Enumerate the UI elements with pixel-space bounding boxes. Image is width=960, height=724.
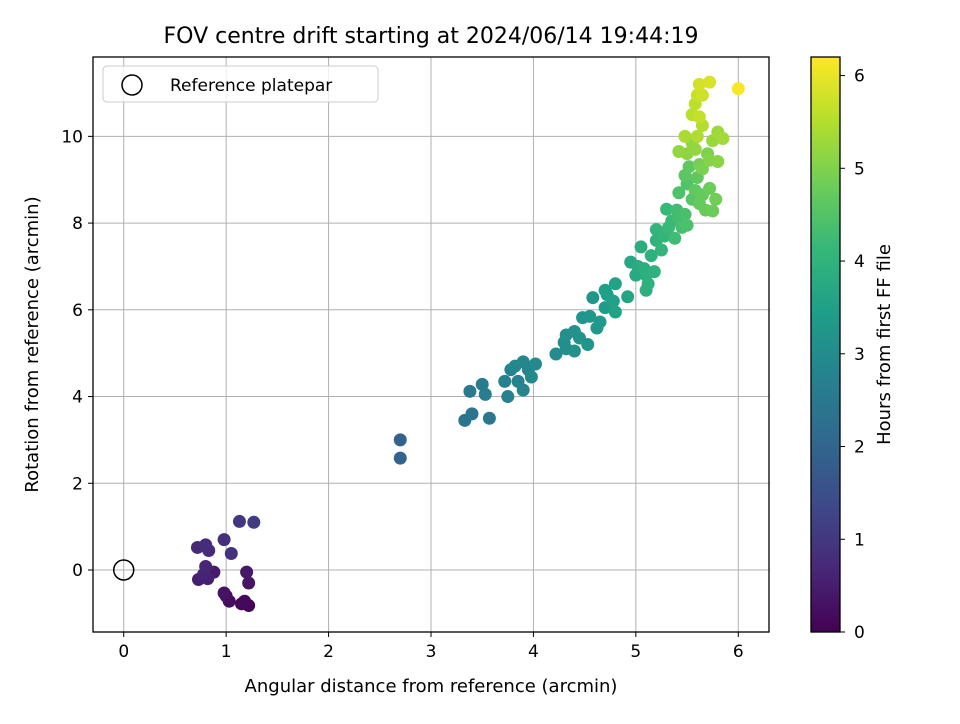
data-point xyxy=(703,181,717,195)
reference-marker-layer xyxy=(112,559,135,581)
data-point xyxy=(242,576,256,590)
data-point xyxy=(524,370,538,384)
y-axis-label: Rotation from reference (arcmin) xyxy=(22,196,43,492)
data-point xyxy=(682,160,696,174)
data-point xyxy=(621,290,635,304)
colorbar-tick-label: 2 xyxy=(854,438,865,458)
legend-box xyxy=(102,65,379,103)
data-point xyxy=(583,309,597,323)
data-point xyxy=(672,145,686,159)
colorbar-tick-label: 1 xyxy=(854,530,865,550)
data-point xyxy=(688,142,702,156)
data-point xyxy=(672,186,686,200)
data-point xyxy=(498,374,512,388)
y-tick-label: 4 xyxy=(72,388,83,408)
data-point xyxy=(660,202,674,216)
x-tick-label: 1 xyxy=(221,642,232,662)
colorbar-tick-label: 3 xyxy=(854,345,865,365)
data-point xyxy=(695,88,709,102)
colorbar-label: Hours from first FF file xyxy=(874,244,895,445)
data-point xyxy=(217,533,231,547)
colorbar xyxy=(810,56,841,633)
data-point xyxy=(393,451,407,465)
data-point xyxy=(224,547,238,561)
x-axis-label: Angular distance from reference (arcmin) xyxy=(245,676,618,697)
data-point xyxy=(516,383,530,397)
data-point xyxy=(680,218,694,232)
data-point xyxy=(475,377,489,391)
colorbar-tick-label: 6 xyxy=(854,67,865,87)
y-tick-label: 0 xyxy=(72,561,83,581)
data-point xyxy=(654,243,668,257)
data-point xyxy=(644,249,658,263)
y-tick-label: 8 xyxy=(72,214,83,234)
legend-entry-label: Reference platepar xyxy=(170,76,332,96)
data-point xyxy=(478,387,492,401)
chart-title: FOV centre drift starting at 2024/06/14 … xyxy=(164,24,699,49)
x-tick-label: 0 xyxy=(118,642,129,662)
data-point xyxy=(393,433,407,447)
data-point xyxy=(608,277,622,291)
data-point xyxy=(586,291,600,305)
grid-lines xyxy=(93,57,769,632)
y-tick-label: 10 xyxy=(61,127,83,147)
data-point xyxy=(709,192,723,206)
data-point xyxy=(238,594,252,608)
data-point xyxy=(711,155,725,169)
data-point xyxy=(581,338,595,351)
data-point xyxy=(217,586,231,600)
data-point xyxy=(593,315,607,329)
data-point xyxy=(549,347,563,361)
y-axis-ticks: 0 2 4 6 8 10 xyxy=(61,127,93,581)
data-point xyxy=(703,75,717,89)
data-point xyxy=(463,384,477,398)
data-point xyxy=(692,110,706,124)
data-point xyxy=(608,305,622,319)
colorbar-tick-label: 5 xyxy=(854,159,865,179)
data-point xyxy=(232,514,246,528)
data-point xyxy=(678,207,692,221)
data-point xyxy=(606,294,620,308)
data-point xyxy=(690,129,704,143)
x-tick-label: 5 xyxy=(630,642,641,662)
data-point xyxy=(465,407,479,421)
data-point xyxy=(199,538,213,552)
colorbar-tick-label: 0 xyxy=(854,623,865,643)
colorbar-tick-label: 4 xyxy=(854,252,865,272)
data-point xyxy=(501,390,515,404)
y-tick-label: 2 xyxy=(72,474,83,494)
data-point xyxy=(199,560,213,574)
data-point xyxy=(695,162,709,176)
data-point xyxy=(692,77,706,91)
data-point xyxy=(482,411,496,425)
x-tick-label: 6 xyxy=(733,642,744,662)
x-tick-label: 2 xyxy=(323,642,334,662)
data-point xyxy=(647,265,661,279)
colorbar-ticks: 0 1 2 3 4 5 6 xyxy=(840,67,865,643)
data-point xyxy=(598,283,612,297)
data-point xyxy=(706,204,720,218)
data-point xyxy=(716,132,730,146)
data-point xyxy=(731,82,745,96)
data-point xyxy=(641,277,655,291)
data-point xyxy=(247,515,261,529)
data-point xyxy=(567,344,581,358)
data-point xyxy=(508,359,522,373)
data-point xyxy=(668,231,682,245)
data-point xyxy=(528,357,542,371)
data-point xyxy=(634,240,648,254)
x-tick-label: 4 xyxy=(528,642,539,662)
legend-reference-marker xyxy=(121,74,143,96)
data-point xyxy=(240,565,254,579)
y-tick-label: 6 xyxy=(72,301,83,321)
data-point xyxy=(678,129,692,143)
data-points xyxy=(190,75,745,613)
x-tick-label: 3 xyxy=(426,642,437,662)
legend: Reference platepar xyxy=(102,65,379,103)
reference-platepar-marker xyxy=(112,559,135,581)
x-axis-ticks: 0 1 2 3 4 5 6 xyxy=(118,632,744,662)
